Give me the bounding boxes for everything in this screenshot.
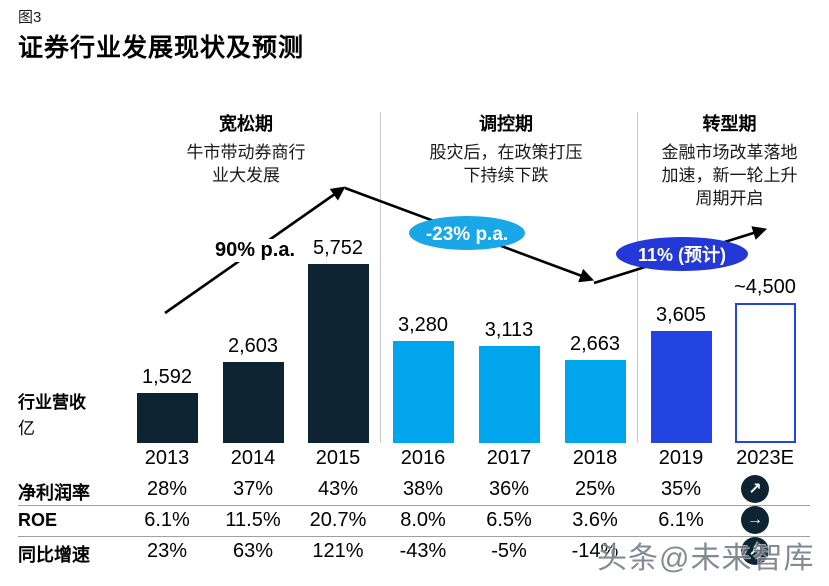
growth-rate-label: 90% p.a.: [203, 239, 307, 262]
page-title: 证券行业发展现状及预测: [18, 34, 305, 62]
table-cell: 63%: [232, 540, 274, 562]
x-axis-label-2023E: 2023E: [736, 447, 794, 469]
figure-number: 图3: [18, 9, 42, 26]
x-axis-label-2014: 2014: [230, 447, 276, 469]
x-axis-label-2016: 2016: [400, 447, 446, 469]
decline-rate-label: -23% p.a.: [426, 224, 508, 245]
bar-value-label: 3,280: [397, 314, 449, 336]
phase-desc-line: 业大发展: [212, 166, 280, 185]
bar-value-label: 2,663: [569, 333, 621, 355]
x-axis-label-2013: 2013: [144, 447, 190, 469]
table-cell: 28%: [146, 478, 188, 500]
table-cell: 43%: [317, 478, 359, 500]
bar-2015: [307, 264, 369, 443]
arrow-right-icon: →: [741, 506, 769, 534]
decline-arrow: [344, 186, 595, 283]
arrow-up-right-icon: ↗: [741, 537, 769, 565]
table-row-label: 净利润率: [18, 483, 90, 503]
x-axis-label-2015: 2015: [315, 447, 361, 469]
bar-2016: [392, 341, 454, 443]
table-cell: 121%: [312, 540, 364, 562]
table-cell: 8.0%: [400, 509, 446, 531]
bar-2013: [136, 393, 198, 443]
table-cell: -5%: [491, 540, 527, 562]
bar-2017: [478, 346, 540, 443]
table-cell: 36%: [488, 478, 530, 500]
x-axis-label-2019: 2019: [658, 447, 704, 469]
phase-block-transition: 转型期 金融市场改革落地 加速，新一轮上升 周期开启: [630, 110, 829, 210]
table-row-label: ROE: [18, 510, 58, 530]
forecast-rate-label: 11% (预计): [638, 244, 726, 265]
table-separator: [18, 505, 810, 506]
forecast-rate-bubble: [616, 237, 748, 271]
phase-title: 调控期: [479, 114, 533, 134]
bar-2023E: [734, 303, 796, 443]
y-axis-title: 行业营收: [18, 393, 86, 412]
table-cell: 35%: [660, 478, 702, 500]
phase-title: 转型期: [702, 114, 757, 134]
phase-title: 宽松期: [219, 114, 273, 134]
phase-divider: [380, 112, 381, 443]
table-separator: [18, 536, 810, 537]
phase-desc-line: 加速，新一轮上升: [661, 166, 798, 185]
table-cell: 25%: [574, 478, 616, 500]
table-cell: 6.1%: [144, 509, 190, 531]
table-cell: 11.5%: [225, 509, 281, 531]
watermark: 头条@未来智库: [597, 542, 815, 575]
table-cell: 6.5%: [486, 509, 532, 531]
bar-2018: [564, 360, 626, 443]
phase-desc-line: 金融市场改革落地: [661, 143, 798, 162]
phase-desc-line: 牛市带动券商行: [186, 143, 306, 162]
y-axis-unit: 亿: [18, 419, 35, 438]
phase-block-regulation: 调控期 股灾后，在政策打压 下持续下跌: [386, 110, 626, 187]
table-cell: 20.7%: [309, 509, 367, 531]
table-cell: -14%: [571, 540, 619, 562]
phase-desc-line: 周期开启: [695, 189, 764, 208]
phase-block-loose: 宽松期 牛市带动券商行 业大发展: [126, 110, 366, 187]
table-cell: 37%: [232, 478, 274, 500]
table-cell: 3.6%: [572, 509, 618, 531]
table-cell: 6.1%: [658, 509, 704, 531]
bar-value-label: 1,592: [141, 366, 193, 388]
bar-value-label: ~4,500: [734, 276, 796, 298]
phase-desc-line: 下持续下跌: [463, 166, 549, 185]
x-axis-label-2017: 2017: [486, 447, 532, 469]
table-row-label: 同比增速: [18, 545, 90, 565]
bar-value-label: 3,605: [655, 304, 707, 326]
x-axis-label-2018: 2018: [572, 447, 618, 469]
table-cell: -43%: [399, 540, 447, 562]
arrow-up-right-icon: ↗: [741, 475, 769, 503]
phase-desc-line: 股灾后，在政策打压: [429, 143, 583, 162]
bar-value-label: 2,603: [227, 335, 279, 357]
bar-2014: [222, 362, 284, 443]
table-cell: 38%: [402, 478, 444, 500]
bar-value-label: 3,113: [484, 319, 534, 341]
table-cell: 23%: [146, 540, 188, 562]
bar-2019: [650, 331, 712, 443]
decline-rate-bubble: [409, 216, 525, 250]
